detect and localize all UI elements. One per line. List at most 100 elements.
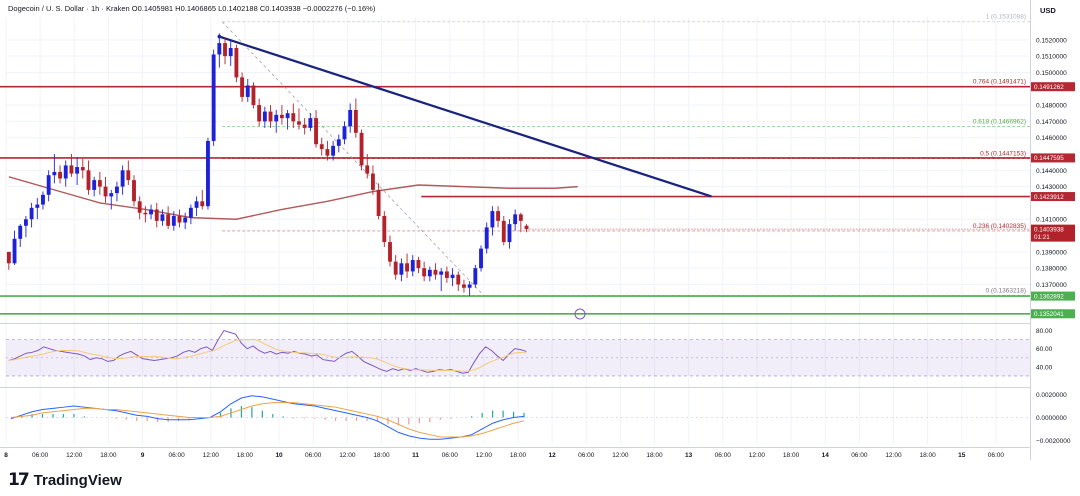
level-price-tag — [1031, 153, 1075, 163]
candle-body — [223, 43, 227, 57]
fib-level-label: 0.764 (0.1491471) — [973, 78, 1026, 85]
time-tick-label: 12:00 — [885, 452, 902, 459]
candle-body — [245, 85, 250, 97]
candle-body — [501, 220, 506, 243]
candle-body — [297, 121, 301, 125]
price-tick-label: 0.1460000 — [1036, 135, 1067, 142]
time-tick-label: 06:00 — [851, 452, 868, 459]
candle-body — [496, 211, 501, 221]
candle-body — [507, 224, 512, 243]
candle-body — [86, 170, 91, 190]
currency-label: USD — [1040, 6, 1056, 15]
time-tick-label: 06:00 — [32, 452, 49, 459]
time-tick-label: 18:00 — [919, 452, 936, 459]
candle-body — [52, 171, 57, 176]
candle-body — [46, 175, 51, 195]
time-tick-label: 11 — [412, 452, 419, 459]
price-tick-label: 0.1480000 — [1036, 103, 1067, 110]
candle-body — [308, 118, 313, 128]
price-tick-label: 0.1510000 — [1036, 54, 1067, 61]
candle-body — [23, 219, 28, 226]
candle-body — [439, 271, 444, 275]
tradingview-mark-icon: 17 — [8, 470, 30, 490]
macd-tick-label: −0.0020000 — [1036, 438, 1071, 445]
candle-body — [262, 111, 267, 122]
level-price-tag — [1031, 82, 1075, 92]
time-tick-label: 12:00 — [203, 452, 220, 459]
candle-body — [450, 274, 455, 278]
candle-body — [370, 173, 375, 190]
candle-body — [177, 215, 182, 223]
time-tick-label: 06:00 — [578, 452, 595, 459]
rsi-line — [8, 329, 527, 374]
candle-body — [120, 170, 125, 187]
time-tick-label: 18:00 — [237, 452, 254, 459]
time-tick-label: 18:00 — [373, 452, 390, 459]
candle-body — [331, 145, 336, 156]
candle-body — [69, 165, 74, 174]
moving-average-line — [8, 176, 578, 220]
candle-body — [234, 47, 239, 78]
grid — [0, 0, 1031, 460]
candle-body — [257, 105, 262, 122]
time-tick-label: 12:00 — [66, 452, 83, 459]
bearish-trendline — [218, 35, 712, 198]
replay-icon — [574, 308, 586, 320]
candle-body — [228, 47, 233, 57]
candle-body — [268, 111, 273, 122]
price-tick-label: 0.1390000 — [1036, 249, 1067, 256]
candle-body — [518, 214, 523, 221]
rsi-tick-label: 40.00 — [1036, 364, 1053, 371]
macd-signal-line — [11, 402, 525, 438]
candle-body — [365, 165, 370, 174]
indicator-lines — [8, 329, 527, 440]
tradingview-logo[interactable]: 17 TradingView — [8, 470, 122, 490]
labels: 0.1491262 0.1447595 0.1423912 0.1362892 0.13… — [529, 82, 1075, 320]
candle-body — [376, 189, 381, 216]
time-tick-label: 06:00 — [305, 452, 322, 459]
candle-body — [149, 209, 154, 215]
price-tick-label: 0.1520000 — [1036, 37, 1067, 44]
candle-body — [132, 180, 136, 202]
level-price-tag-label: 0.1491262 — [1034, 84, 1064, 91]
candle-body — [456, 274, 461, 285]
time-tick-label: 13 — [685, 452, 693, 459]
candle-body — [353, 109, 358, 133]
fib-level-label: 0.5 (0.1447153) — [980, 151, 1026, 158]
macd-tick-label: 0.0020000 — [1036, 392, 1067, 399]
candle-body — [114, 186, 119, 194]
time-tick-label: 9 — [141, 452, 145, 459]
price-tick-label: 0.1440000 — [1036, 168, 1067, 175]
candle-body — [206, 140, 210, 207]
candle-body — [342, 126, 347, 140]
time-tick-label: 12:00 — [749, 452, 766, 459]
candle-body — [467, 284, 472, 288]
candle-body — [291, 113, 296, 122]
candle-body — [183, 217, 188, 223]
candle-body — [490, 211, 495, 228]
time-tick-label: 06:00 — [442, 452, 459, 459]
time-tick-label: 8 — [4, 452, 8, 459]
candle-body — [109, 193, 114, 197]
candle-body — [251, 85, 256, 106]
candle-body — [319, 144, 324, 150]
candle-body — [410, 260, 415, 272]
price-tick-label: 0.1500000 — [1036, 70, 1067, 77]
candle-body — [211, 54, 216, 141]
candle-body — [444, 271, 449, 278]
candle-body — [29, 207, 34, 220]
candle-body — [393, 261, 398, 275]
candle-body — [336, 139, 341, 146]
time-tick-label: 14 — [822, 452, 830, 459]
time-tick-label: 18:00 — [510, 452, 527, 459]
candle-body — [513, 214, 518, 225]
price-tick-label: 0.1470000 — [1036, 119, 1067, 126]
candle-body — [314, 118, 318, 145]
candle-body — [18, 225, 23, 239]
level-price-tag-label: 0.1352041 — [1034, 311, 1064, 318]
candle-body — [462, 284, 466, 288]
candle-body — [58, 171, 62, 179]
candle-body — [302, 124, 307, 128]
